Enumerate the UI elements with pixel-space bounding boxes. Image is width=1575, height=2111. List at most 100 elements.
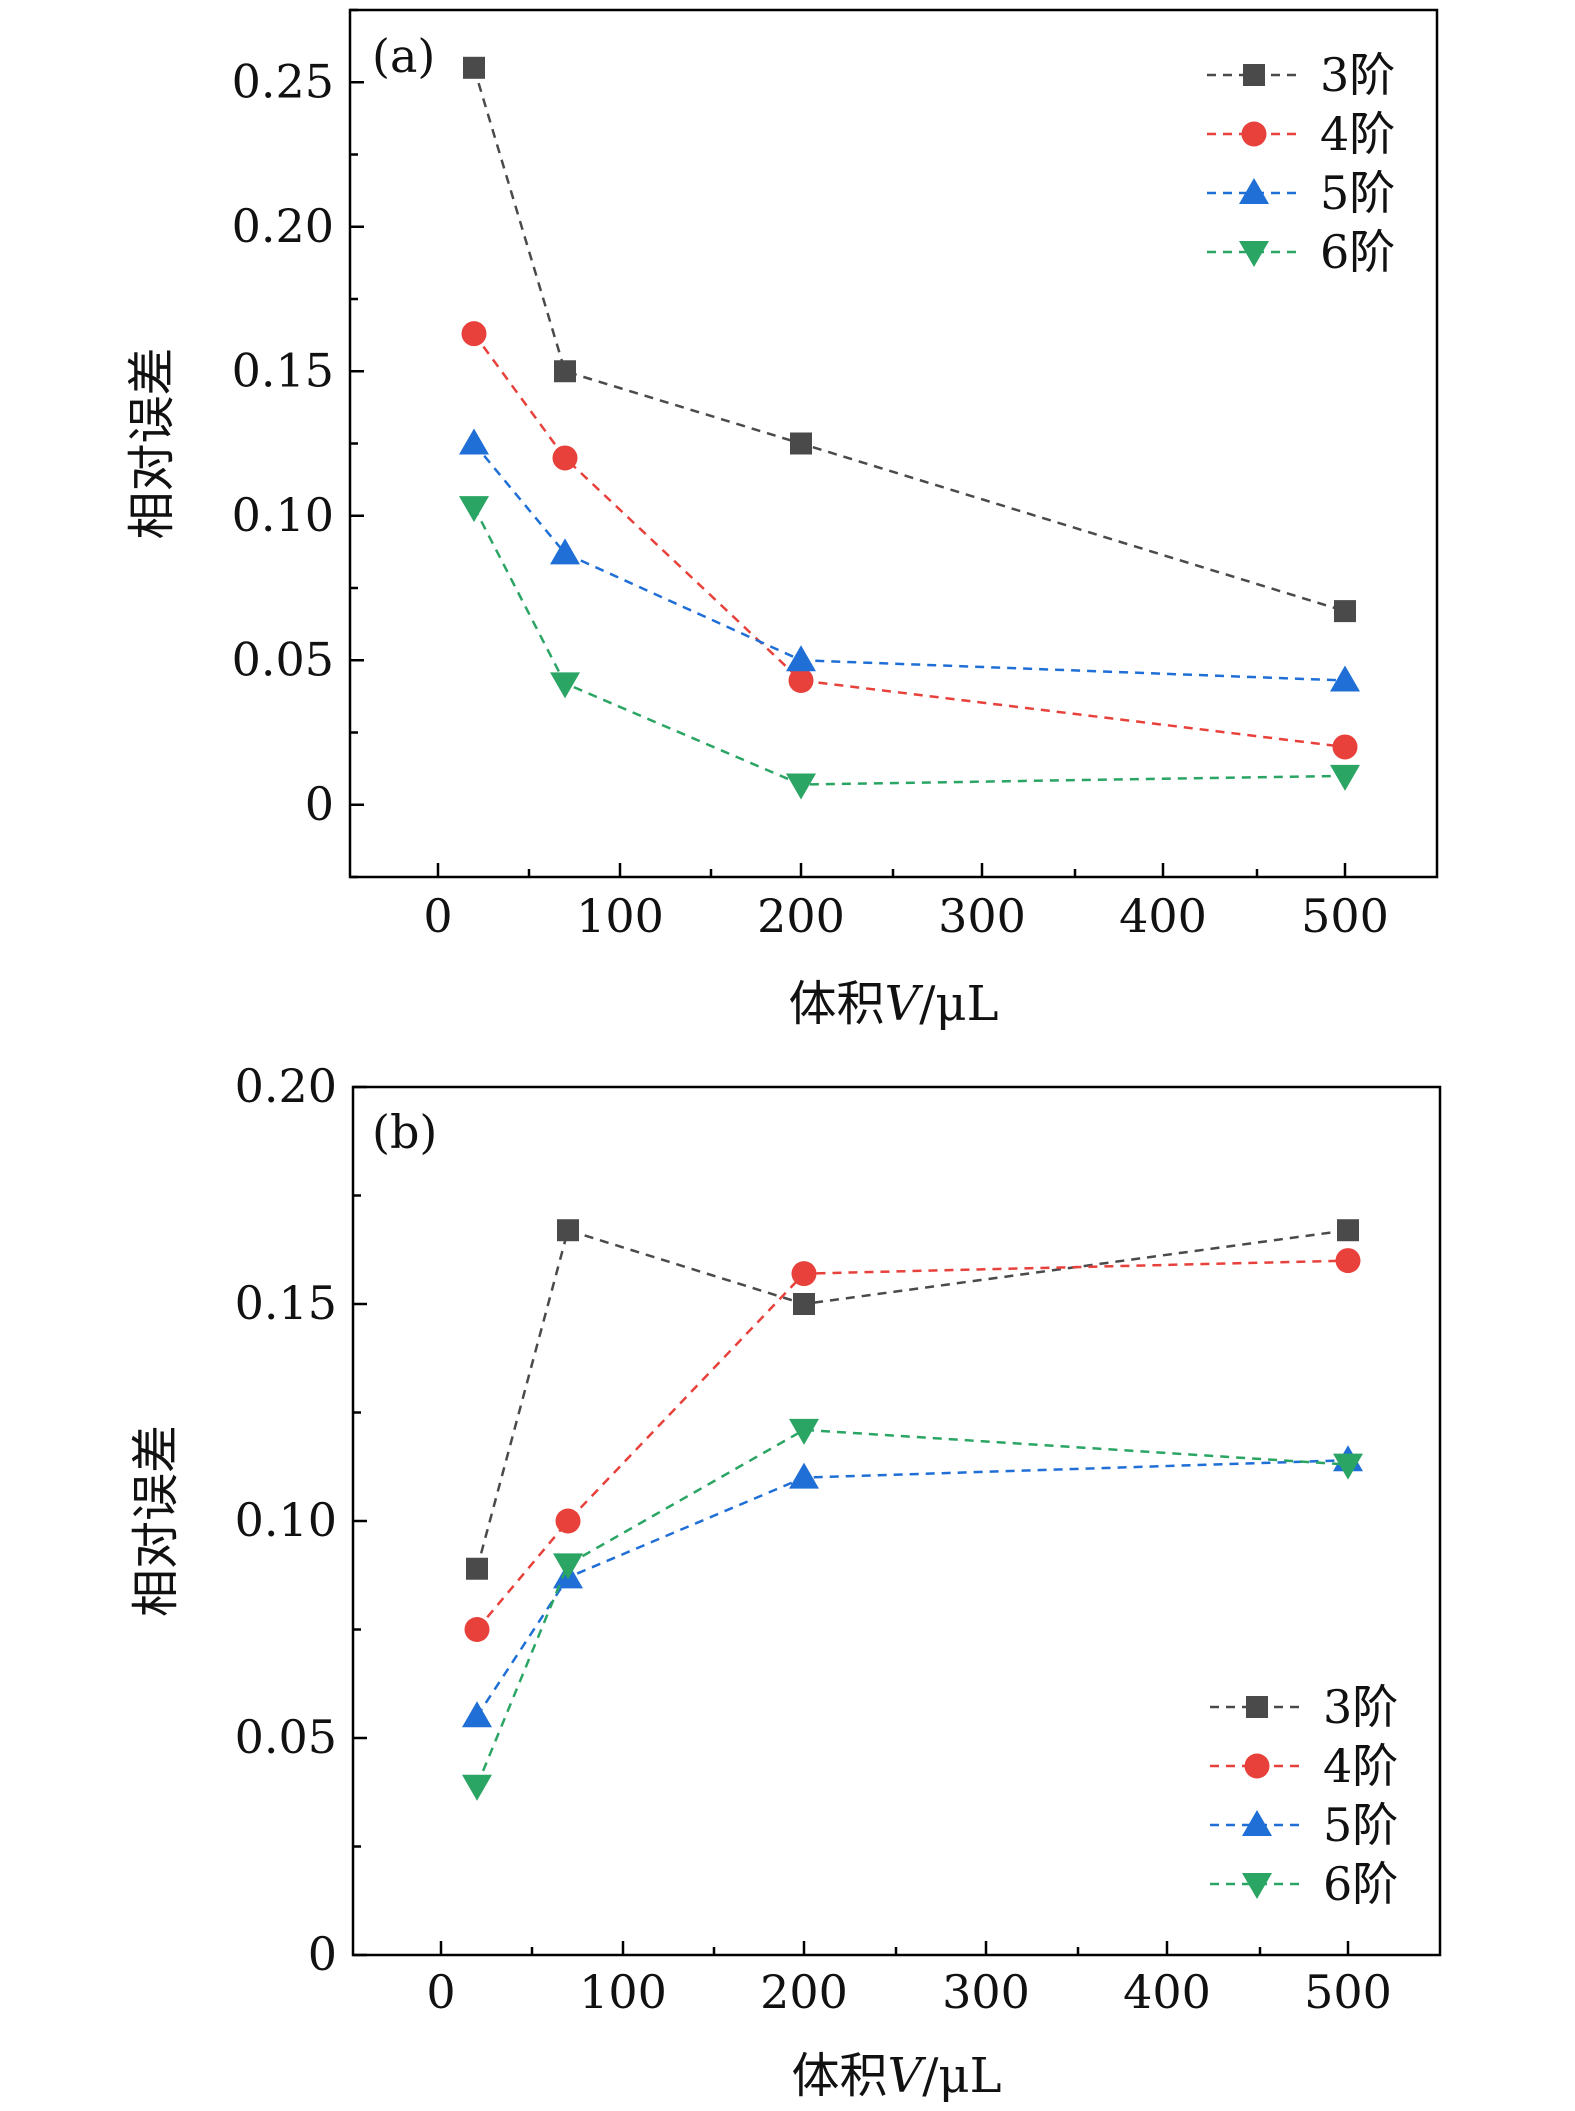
x-axis-title-unit: /μL xyxy=(919,976,998,1032)
x-tick-label: 400 xyxy=(1123,1965,1211,2019)
data-point xyxy=(464,1617,490,1642)
data-point xyxy=(1239,178,1269,204)
x-tick-label: 100 xyxy=(579,1965,667,2019)
data-point xyxy=(1241,121,1267,147)
series-line xyxy=(476,1259,1349,1631)
data-point xyxy=(788,667,814,693)
series-triangle-up xyxy=(462,1445,1363,1728)
data-point xyxy=(791,1261,817,1287)
legend-label: 5阶 xyxy=(1320,166,1395,220)
series-line xyxy=(472,332,1346,749)
x-axis-title-variable: V xyxy=(888,2048,927,2104)
x-tick-label: 0 xyxy=(423,889,452,943)
legend-item: 5阶 xyxy=(1207,166,1395,220)
chart-panel-b: 0 0.05 0.10 0.15 0.20 0 100 200 300 400 500 体积V/μL 相… xyxy=(128,1059,1442,2104)
data-point xyxy=(1337,1219,1359,1242)
x-axis-title-unit: /μL xyxy=(922,2048,1001,2104)
data-point xyxy=(1244,1753,1270,1779)
series-line xyxy=(475,1428,1349,1787)
series-square xyxy=(463,56,1356,623)
x-tick-label: 300 xyxy=(938,889,1026,943)
x-tick-label: 200 xyxy=(757,889,845,943)
data-point xyxy=(553,1553,583,1580)
y-tick-label: 0.15 xyxy=(232,343,334,397)
x-axis-title-prefix: 体积 xyxy=(789,976,885,1032)
series-circle xyxy=(461,321,1358,760)
legend-label: 6阶 xyxy=(1323,1857,1398,1911)
chart-panel-a: 0 0.05 0.10 0.15 0.20 0.25 0 100 200 300 400 500 体积V… xyxy=(124,8,1439,1032)
y-tick-label: 0 xyxy=(308,1927,337,1981)
data-point xyxy=(462,1774,492,1801)
data-point xyxy=(1239,241,1269,267)
series-line xyxy=(475,1228,1349,1570)
data-point xyxy=(1335,1248,1361,1274)
y-tick-label: 0.25 xyxy=(232,54,334,108)
data-point xyxy=(462,1701,492,1728)
series-triangle-down xyxy=(462,1418,1363,1801)
series-circle xyxy=(464,1248,1361,1642)
data-point xyxy=(461,321,487,347)
legend-label: 6阶 xyxy=(1320,225,1395,279)
series-triangle-down xyxy=(459,496,1360,800)
data-point xyxy=(1334,600,1356,623)
data-point xyxy=(789,1418,819,1445)
legend-item: 3阶 xyxy=(1207,48,1395,102)
data-point xyxy=(466,1557,488,1580)
data-point xyxy=(550,672,580,699)
x-tick-label: 200 xyxy=(760,1965,848,2019)
panel-label: (a) xyxy=(372,29,435,83)
y-tick-label: 0.20 xyxy=(235,1059,337,1113)
y-tick-label: 0.15 xyxy=(235,1276,337,1330)
y-tick-label: 0.20 xyxy=(232,199,334,253)
series-line xyxy=(472,506,1346,786)
x-axis-title: 体积V/μL xyxy=(792,2048,1002,2104)
x-axis-title-prefix: 体积 xyxy=(792,2048,888,2104)
legend-item: 6阶 xyxy=(1210,1857,1398,1911)
y-tick-label: 0.10 xyxy=(235,1493,337,1547)
data-point xyxy=(1243,64,1265,86)
data-point xyxy=(463,56,485,79)
panel-label: (b) xyxy=(372,1105,437,1159)
y-axis-title: 相对误差 xyxy=(128,1425,184,1617)
legend-label: 5阶 xyxy=(1323,1798,1398,1852)
x-axis-title: 体积V/μL xyxy=(789,976,999,1032)
data-point xyxy=(1246,1696,1268,1718)
data-point xyxy=(554,360,576,383)
x-tick-label: 100 xyxy=(576,889,664,943)
legend-item: 6阶 xyxy=(1207,225,1395,279)
series-line xyxy=(473,442,1346,682)
data-point xyxy=(1242,1873,1272,1899)
data-point xyxy=(786,645,816,672)
x-tick-label: 300 xyxy=(942,1965,1030,2019)
series-triangle-up xyxy=(459,428,1360,692)
y-tick-label: 0.05 xyxy=(232,632,334,686)
legend-item: 4阶 xyxy=(1207,107,1395,161)
legend-item: 3阶 xyxy=(1210,1680,1398,1734)
x-axis-title-variable: V xyxy=(885,976,924,1032)
data-point xyxy=(557,1219,579,1242)
data-point xyxy=(793,1293,815,1315)
plot-frame xyxy=(348,8,1439,879)
data-point xyxy=(459,496,489,523)
data-point xyxy=(1332,734,1358,760)
data-point xyxy=(789,1462,819,1489)
legend-label: 3阶 xyxy=(1323,1680,1398,1734)
series-line xyxy=(472,67,1346,613)
series-line xyxy=(475,1458,1349,1717)
data-point xyxy=(1242,1810,1272,1836)
data-point xyxy=(786,773,816,800)
data-point xyxy=(1333,1453,1363,1480)
y-axis-title: 相对误差 xyxy=(124,347,180,539)
y-tick-label: 0.10 xyxy=(232,488,334,542)
series-square xyxy=(466,1219,1359,1580)
x-tick-label: 500 xyxy=(1304,1965,1392,2019)
legend-label: 3阶 xyxy=(1320,48,1395,102)
x-tick-label: 0 xyxy=(426,1965,455,2019)
data-point xyxy=(790,432,812,455)
data-point xyxy=(552,445,578,471)
y-tick-label: 0 xyxy=(305,777,334,831)
data-point xyxy=(459,428,489,455)
